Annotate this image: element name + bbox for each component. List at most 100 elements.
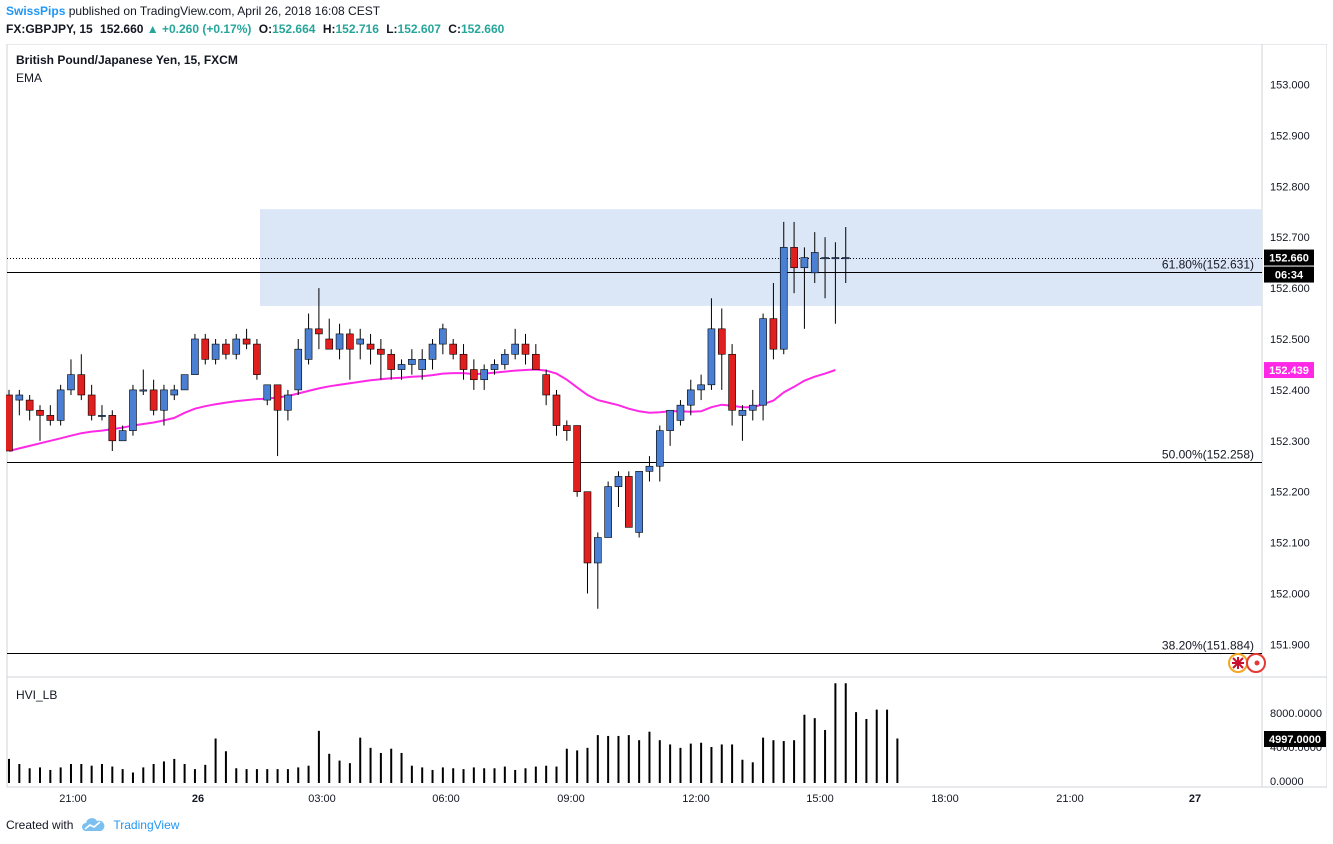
candle (573, 425, 581, 497)
candle-body (408, 359, 416, 365)
candle (604, 481, 612, 538)
candle (418, 349, 427, 380)
candle (521, 333, 530, 365)
candle (841, 227, 850, 284)
open-label: O: (258, 22, 273, 36)
ema-value-tag: 152.439 (1264, 362, 1314, 379)
candle (408, 349, 416, 375)
candle (160, 384, 168, 426)
tradingview-link[interactable]: TradingView (113, 818, 180, 832)
economic-event-icons (1228, 653, 1266, 673)
candle (191, 333, 199, 375)
candle (676, 400, 685, 426)
price-chart[interactable]: 61.80%(152.631) 50.00%(152.258) 38.20%(151… (6, 44, 1327, 809)
volume-tick-label: 0.0000 (1270, 776, 1304, 788)
candle-body (490, 364, 499, 370)
candle (15, 389, 24, 416)
candle (624, 471, 633, 528)
resistance-zone-rect (260, 209, 1262, 306)
volume-value-tag-text: 4997.0000 (1269, 734, 1321, 746)
candle (470, 359, 478, 390)
high-label: H: (322, 22, 336, 36)
candle (810, 232, 819, 284)
candle (170, 384, 179, 401)
volume-tick-label: 8000.0000 (1270, 708, 1322, 720)
author-name[interactable]: SwissPips (6, 4, 66, 18)
candle (717, 308, 726, 390)
candle-body (118, 430, 127, 442)
candle (686, 379, 695, 416)
candle (325, 318, 334, 350)
candle (222, 339, 230, 360)
candle-body (614, 476, 623, 487)
candle-body (366, 343, 375, 350)
candle (315, 288, 323, 350)
candle (779, 221, 788, 355)
candle-body (666, 409, 674, 431)
candle-body (769, 318, 778, 350)
symbol-label: FX:GBPJPY, 15 (6, 22, 93, 36)
price-tick-label: 152.500 (1270, 334, 1310, 346)
time-tick-label: 06:00 (432, 793, 460, 805)
candle (77, 354, 86, 401)
time-tick-label: 21:00 (59, 793, 87, 805)
candle (511, 328, 519, 360)
candle-body (36, 409, 44, 416)
resistance-zone (260, 209, 1262, 306)
candle-body (98, 415, 106, 417)
candle (480, 364, 488, 390)
candle (748, 389, 757, 421)
candle (108, 410, 117, 451)
price-tick-label: 152.600 (1270, 283, 1310, 295)
candle-body (284, 394, 292, 411)
candle-body (604, 486, 612, 538)
candle-body (459, 353, 468, 370)
candle-body (273, 384, 282, 411)
created-with-text: Created with (6, 818, 74, 832)
price-tick-label: 153.000 (1270, 80, 1310, 92)
candle (129, 384, 137, 436)
candle-body (397, 364, 406, 370)
time-tick-label: 27 (1189, 793, 1201, 805)
volume-indicator-legend[interactable]: HVI_LB (16, 688, 58, 702)
candle (232, 333, 241, 360)
price-tick-label: 152.000 (1270, 589, 1310, 601)
candle-body (201, 338, 210, 360)
candle (501, 349, 509, 370)
axes: 153.000 152.900 152.800 152.700 152.600 152.5… (59, 80, 1326, 805)
current-price-tag-text: 152.660 (1269, 253, 1309, 265)
current-price-tag: 152.660 (1264, 249, 1314, 266)
candle (707, 298, 716, 390)
candle-body (335, 333, 344, 350)
price-tick-label: 152.300 (1270, 436, 1310, 448)
candle-body (624, 476, 633, 528)
candle-body (449, 343, 457, 355)
countdown-tag-text: 06:34 (1275, 270, 1304, 282)
candle-body (356, 338, 365, 345)
candle (532, 344, 540, 370)
candle (831, 242, 840, 324)
candle-body (77, 374, 86, 396)
candle-body (87, 394, 96, 416)
candle-body (676, 404, 685, 421)
candle (655, 425, 664, 482)
candle (118, 425, 127, 442)
ema-legend[interactable]: EMA (16, 71, 43, 85)
candle (56, 384, 65, 426)
candle-body (56, 389, 65, 421)
countdown-tag-bg (1264, 266, 1314, 283)
candle-body (831, 257, 840, 260)
candle (273, 384, 282, 457)
candle-body (294, 348, 303, 391)
candle-body (428, 343, 437, 360)
candle (366, 333, 375, 365)
candle-body (470, 369, 478, 381)
candle-body (552, 394, 561, 426)
candle-body (129, 389, 137, 431)
candle (583, 491, 592, 594)
candle-body (180, 374, 189, 391)
candle (67, 359, 75, 395)
candle-body (325, 338, 334, 350)
candle (253, 339, 261, 380)
candle-body (501, 353, 509, 365)
